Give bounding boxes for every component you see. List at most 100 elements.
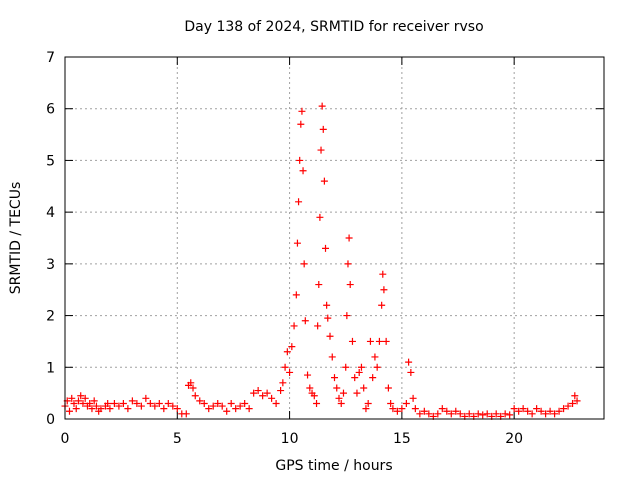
data-point <box>378 301 386 309</box>
data-point <box>227 399 235 407</box>
data-point <box>324 314 332 322</box>
x-tick-label: 5 <box>173 431 182 447</box>
data-point <box>571 392 579 400</box>
data-point <box>326 332 334 340</box>
data-point <box>337 399 345 407</box>
data-point <box>189 384 197 392</box>
data-point <box>313 399 321 407</box>
data-point <box>387 399 395 407</box>
data-point <box>533 405 541 413</box>
data-point <box>304 371 312 379</box>
x-tick-label: 10 <box>281 431 299 447</box>
x-tick-label: 15 <box>393 431 411 447</box>
data-point <box>362 405 370 413</box>
data-point <box>155 399 163 407</box>
data-point <box>254 387 262 395</box>
data-point <box>296 156 304 164</box>
data-point <box>528 410 536 418</box>
data-point <box>263 389 271 397</box>
data-point <box>369 374 377 382</box>
data-point <box>160 405 168 413</box>
data-point <box>465 410 473 418</box>
data-point <box>382 337 390 345</box>
data-point <box>200 399 208 407</box>
data-point <box>323 301 331 309</box>
data-point <box>344 260 352 268</box>
data-point <box>335 394 343 402</box>
data-point <box>151 402 159 410</box>
data-point <box>104 399 112 407</box>
data-point <box>492 410 500 418</box>
data-point <box>187 379 195 387</box>
data-point <box>232 405 240 413</box>
data-point <box>169 402 177 410</box>
x-tick-label: 0 <box>61 431 70 447</box>
data-point <box>196 397 204 405</box>
y-tick-label: 7 <box>46 50 55 66</box>
data-point <box>299 167 307 175</box>
data-point <box>416 410 424 418</box>
data-point <box>443 407 451 415</box>
data-point <box>546 407 554 415</box>
data-point <box>250 389 258 397</box>
data-point <box>288 343 296 351</box>
data-point <box>524 407 532 415</box>
data-point <box>316 213 324 221</box>
data-point <box>182 410 190 418</box>
data-point <box>70 399 78 407</box>
data-point <box>342 363 350 371</box>
data-point <box>272 399 280 407</box>
data-point <box>564 402 572 410</box>
data-point <box>79 399 87 407</box>
data-point <box>292 291 300 299</box>
data-point <box>142 394 150 402</box>
data-point <box>90 397 98 405</box>
data-point <box>293 239 301 247</box>
plot-frame <box>64 56 605 420</box>
data-point <box>119 399 127 407</box>
data-point <box>259 392 267 400</box>
data-point <box>411 405 419 413</box>
data-point <box>506 411 514 419</box>
data-point <box>214 399 222 407</box>
data-point <box>124 405 132 413</box>
data-point <box>268 394 276 402</box>
data-point <box>569 399 577 407</box>
data-point <box>68 394 76 402</box>
data-point <box>373 363 381 371</box>
data-point <box>479 411 487 419</box>
data-point <box>351 374 359 382</box>
data-point <box>346 281 354 289</box>
data-point <box>483 410 491 418</box>
data-point <box>353 389 361 397</box>
data-point <box>425 410 433 418</box>
data-point <box>146 399 154 407</box>
data-point <box>88 405 96 413</box>
data-point <box>314 322 322 330</box>
data-point <box>295 198 303 206</box>
data-point <box>315 281 323 289</box>
data-point <box>456 410 464 418</box>
data-point <box>128 397 136 405</box>
data-point <box>519 405 527 413</box>
data-point <box>357 363 365 371</box>
data-point <box>97 405 105 413</box>
data-point <box>328 353 336 361</box>
data-point <box>106 405 114 413</box>
data-point <box>474 410 482 418</box>
data-point <box>317 146 325 154</box>
data-point <box>407 368 415 376</box>
data-point <box>438 405 446 413</box>
data-point <box>286 368 294 376</box>
data-point <box>510 405 518 413</box>
data-point <box>452 407 460 415</box>
data-point <box>366 337 374 345</box>
data-point <box>339 389 347 397</box>
data-point <box>343 312 351 320</box>
data-point <box>573 397 581 405</box>
y-tick-label: 4 <box>46 205 55 221</box>
data-point <box>333 384 341 392</box>
data-point <box>209 402 217 410</box>
